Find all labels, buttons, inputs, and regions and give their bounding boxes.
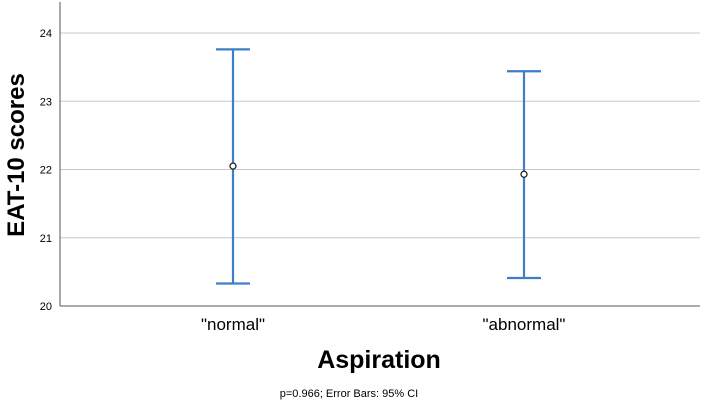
y-tick-label: 23 bbox=[40, 96, 52, 108]
error-bar bbox=[507, 70, 541, 280]
category-label: "normal" bbox=[201, 315, 265, 334]
x-axis-title: Aspiration bbox=[317, 346, 441, 374]
y-axis-title: EAT-10 scores bbox=[3, 73, 30, 237]
category-label: "abnormal" bbox=[483, 315, 566, 334]
y-tick-label: 20 bbox=[40, 301, 52, 313]
error-bars bbox=[216, 48, 541, 285]
y-tick-label: 24 bbox=[40, 28, 52, 40]
error-bar bbox=[216, 48, 250, 285]
mean-point bbox=[520, 170, 528, 178]
y-tick-labels: 20 21 22 23 24 bbox=[40, 28, 52, 313]
mean-point bbox=[229, 162, 237, 170]
footnote: p=0.966; Error Bars: 95% CI bbox=[280, 388, 418, 400]
gridlines bbox=[60, 32, 700, 239]
y-tick-label: 21 bbox=[40, 233, 52, 245]
y-tick-label: 22 bbox=[40, 165, 52, 177]
category-labels: "normal" "abnormal" bbox=[201, 315, 566, 334]
